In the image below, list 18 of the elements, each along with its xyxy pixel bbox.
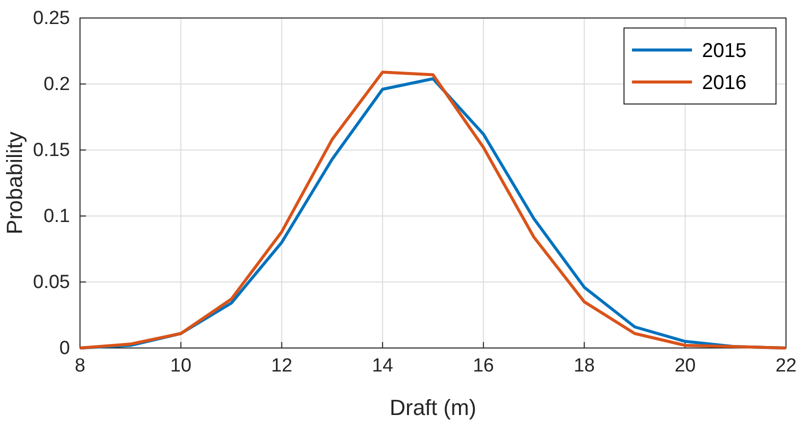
x-tick-label: 22 — [775, 355, 797, 376]
y-tick-label: 0.25 — [33, 8, 70, 30]
x-tick-label: 8 — [74, 355, 86, 376]
x-tick-label: 14 — [372, 355, 394, 376]
y-tick-label: 0.1 — [44, 206, 70, 228]
y-tick-label: 0 — [59, 338, 70, 360]
y-tick-label: 0.05 — [33, 272, 70, 294]
legend-label: 2015 — [702, 40, 746, 62]
x-tick-label: 10 — [170, 355, 192, 376]
legend-label: 2016 — [702, 72, 746, 94]
x-axis-title: Draft (m) — [390, 395, 476, 420]
x-tick-label: 18 — [574, 355, 595, 376]
x-tick-label: 20 — [674, 355, 696, 376]
y-tick-label: 0.2 — [44, 74, 70, 96]
x-tick-label: 16 — [472, 355, 494, 376]
x-tick-label: 12 — [271, 355, 292, 376]
y-tick-label: 0.15 — [33, 140, 70, 162]
y-axis-title: Probability — [2, 132, 27, 234]
